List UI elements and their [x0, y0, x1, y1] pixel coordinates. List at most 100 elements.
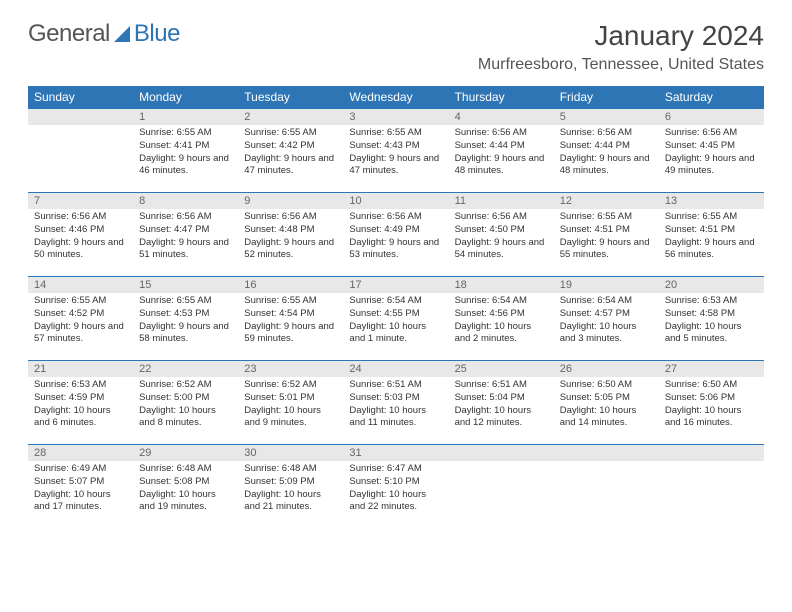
day-body: Sunrise: 6:52 AMSunset: 5:00 PMDaylight:…	[133, 377, 238, 434]
day-body: Sunrise: 6:56 AMSunset: 4:44 PMDaylight:…	[554, 125, 659, 182]
daylight-line: Daylight: 9 hours and 47 minutes.	[349, 153, 442, 179]
sunrise-line: Sunrise: 6:55 AM	[560, 211, 653, 224]
day-body: Sunrise: 6:48 AMSunset: 5:09 PMDaylight:…	[238, 461, 343, 518]
daylight-line: Daylight: 10 hours and 9 minutes.	[244, 405, 337, 431]
calendar-row: 7Sunrise: 6:56 AMSunset: 4:46 PMDaylight…	[28, 192, 764, 276]
sunset-line: Sunset: 4:42 PM	[244, 140, 337, 153]
day-number: 19	[554, 276, 659, 293]
sunset-line: Sunset: 4:55 PM	[349, 308, 442, 321]
daylight-line: Daylight: 10 hours and 22 minutes.	[349, 489, 442, 515]
weekday-header: Friday	[554, 86, 659, 108]
day-body: Sunrise: 6:52 AMSunset: 5:01 PMDaylight:…	[238, 377, 343, 434]
sunrise-line: Sunrise: 6:54 AM	[349, 295, 442, 308]
sunrise-line: Sunrise: 6:49 AM	[34, 463, 127, 476]
sunrise-line: Sunrise: 6:54 AM	[560, 295, 653, 308]
sunrise-line: Sunrise: 6:53 AM	[665, 295, 758, 308]
day-number: 17	[343, 276, 448, 293]
sunrise-line: Sunrise: 6:55 AM	[139, 127, 232, 140]
weekday-header: Sunday	[28, 86, 133, 108]
day-number: 18	[449, 276, 554, 293]
sunset-line: Sunset: 5:06 PM	[665, 392, 758, 405]
day-number: 8	[133, 192, 238, 209]
daylight-line: Daylight: 9 hours and 56 minutes.	[665, 237, 758, 263]
day-body: Sunrise: 6:54 AMSunset: 4:55 PMDaylight:…	[343, 293, 448, 350]
daylight-line: Daylight: 9 hours and 48 minutes.	[455, 153, 548, 179]
day-number: 14	[28, 276, 133, 293]
sunset-line: Sunset: 4:57 PM	[560, 308, 653, 321]
sunrise-line: Sunrise: 6:56 AM	[244, 211, 337, 224]
daylight-line: Daylight: 10 hours and 3 minutes.	[560, 321, 653, 347]
day-body: Sunrise: 6:50 AMSunset: 5:05 PMDaylight:…	[554, 377, 659, 434]
sunrise-line: Sunrise: 6:56 AM	[349, 211, 442, 224]
sunrise-line: Sunrise: 6:55 AM	[244, 295, 337, 308]
daylight-line: Daylight: 9 hours and 58 minutes.	[139, 321, 232, 347]
daylight-line: Daylight: 9 hours and 52 minutes.	[244, 237, 337, 263]
sunrise-line: Sunrise: 6:52 AM	[244, 379, 337, 392]
location: Murfreesboro, Tennessee, United States	[478, 56, 764, 74]
daylight-line: Daylight: 9 hours and 55 minutes.	[560, 237, 653, 263]
calendar-cell: 7Sunrise: 6:56 AMSunset: 4:46 PMDaylight…	[28, 192, 133, 276]
calendar-row: 21Sunrise: 6:53 AMSunset: 4:59 PMDayligh…	[28, 360, 764, 444]
day-number: 1	[133, 108, 238, 125]
calendar-cell: 5Sunrise: 6:56 AMSunset: 4:44 PMDaylight…	[554, 108, 659, 192]
calendar-cell: 27Sunrise: 6:50 AMSunset: 5:06 PMDayligh…	[659, 360, 764, 444]
sunset-line: Sunset: 5:05 PM	[560, 392, 653, 405]
day-number: 9	[238, 192, 343, 209]
day-number: 28	[28, 444, 133, 461]
calendar-cell	[659, 444, 764, 528]
sunset-line: Sunset: 4:51 PM	[665, 224, 758, 237]
day-body: Sunrise: 6:56 AMSunset: 4:46 PMDaylight:…	[28, 209, 133, 266]
calendar-cell: 28Sunrise: 6:49 AMSunset: 5:07 PMDayligh…	[28, 444, 133, 528]
day-number: 13	[659, 192, 764, 209]
sunrise-line: Sunrise: 6:50 AM	[560, 379, 653, 392]
calendar-cell: 8Sunrise: 6:56 AMSunset: 4:47 PMDaylight…	[133, 192, 238, 276]
day-body: Sunrise: 6:53 AMSunset: 4:59 PMDaylight:…	[28, 377, 133, 434]
day-body: Sunrise: 6:55 AMSunset: 4:53 PMDaylight:…	[133, 293, 238, 350]
sunrise-line: Sunrise: 6:48 AM	[244, 463, 337, 476]
logo: GeneralBlue	[28, 20, 180, 48]
day-body: Sunrise: 6:55 AMSunset: 4:51 PMDaylight:…	[554, 209, 659, 266]
sunset-line: Sunset: 4:49 PM	[349, 224, 442, 237]
calendar-cell: 21Sunrise: 6:53 AMSunset: 4:59 PMDayligh…	[28, 360, 133, 444]
calendar-row: 28Sunrise: 6:49 AMSunset: 5:07 PMDayligh…	[28, 444, 764, 528]
day-body: Sunrise: 6:47 AMSunset: 5:10 PMDaylight:…	[343, 461, 448, 518]
calendar-body: 1Sunrise: 6:55 AMSunset: 4:41 PMDaylight…	[28, 108, 764, 528]
day-body: Sunrise: 6:53 AMSunset: 4:58 PMDaylight:…	[659, 293, 764, 350]
daylight-line: Daylight: 10 hours and 21 minutes.	[244, 489, 337, 515]
sunset-line: Sunset: 4:46 PM	[34, 224, 127, 237]
sunrise-line: Sunrise: 6:51 AM	[349, 379, 442, 392]
day-number: 23	[238, 360, 343, 377]
day-body: Sunrise: 6:55 AMSunset: 4:52 PMDaylight:…	[28, 293, 133, 350]
calendar-cell: 17Sunrise: 6:54 AMSunset: 4:55 PMDayligh…	[343, 276, 448, 360]
sunset-line: Sunset: 4:59 PM	[34, 392, 127, 405]
weekday-header: Thursday	[449, 86, 554, 108]
daylight-line: Daylight: 10 hours and 2 minutes.	[455, 321, 548, 347]
day-number: 4	[449, 108, 554, 125]
sunset-line: Sunset: 4:54 PM	[244, 308, 337, 321]
sunset-line: Sunset: 5:10 PM	[349, 476, 442, 489]
sunrise-line: Sunrise: 6:56 AM	[665, 127, 758, 140]
calendar-cell: 4Sunrise: 6:56 AMSunset: 4:44 PMDaylight…	[449, 108, 554, 192]
sunrise-line: Sunrise: 6:53 AM	[34, 379, 127, 392]
day-body: Sunrise: 6:56 AMSunset: 4:49 PMDaylight:…	[343, 209, 448, 266]
sunrise-line: Sunrise: 6:56 AM	[455, 211, 548, 224]
sunset-line: Sunset: 4:51 PM	[560, 224, 653, 237]
sunset-line: Sunset: 5:03 PM	[349, 392, 442, 405]
calendar-cell: 15Sunrise: 6:55 AMSunset: 4:53 PMDayligh…	[133, 276, 238, 360]
sunrise-line: Sunrise: 6:50 AM	[665, 379, 758, 392]
day-body: Sunrise: 6:51 AMSunset: 5:03 PMDaylight:…	[343, 377, 448, 434]
sunrise-line: Sunrise: 6:56 AM	[34, 211, 127, 224]
day-body: Sunrise: 6:56 AMSunset: 4:44 PMDaylight:…	[449, 125, 554, 182]
sunrise-line: Sunrise: 6:55 AM	[349, 127, 442, 140]
day-number: 27	[659, 360, 764, 377]
calendar-cell: 30Sunrise: 6:48 AMSunset: 5:09 PMDayligh…	[238, 444, 343, 528]
sunset-line: Sunset: 5:01 PM	[244, 392, 337, 405]
day-number: 24	[343, 360, 448, 377]
daylight-line: Daylight: 9 hours and 48 minutes.	[560, 153, 653, 179]
logo-text-general: General	[28, 20, 110, 48]
sunrise-line: Sunrise: 6:55 AM	[244, 127, 337, 140]
day-number: 29	[133, 444, 238, 461]
sunset-line: Sunset: 4:53 PM	[139, 308, 232, 321]
month-title: January 2024	[478, 20, 764, 52]
day-number: 31	[343, 444, 448, 461]
